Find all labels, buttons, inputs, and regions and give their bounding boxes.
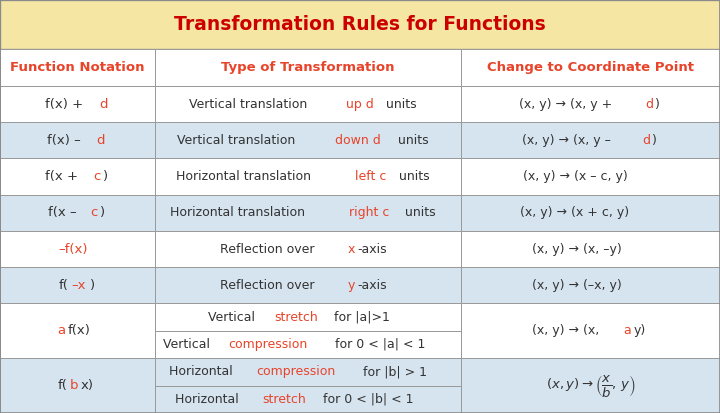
Text: x): x) <box>81 379 94 392</box>
Text: d: d <box>642 134 650 147</box>
Text: (x, y) → (x, y +: (x, y) → (x, y + <box>519 97 616 111</box>
Text: Horizontal: Horizontal <box>169 366 237 378</box>
Bar <box>0 231 155 267</box>
Bar <box>155 331 461 358</box>
Text: –x: –x <box>71 279 86 292</box>
Text: stretch: stretch <box>274 311 318 323</box>
Bar <box>0 267 155 304</box>
Text: ): ) <box>103 170 108 183</box>
Text: Function Notation: Function Notation <box>10 61 145 74</box>
Text: units: units <box>395 170 430 183</box>
Bar <box>461 159 720 195</box>
Text: compression: compression <box>256 366 336 378</box>
Text: c: c <box>94 170 101 183</box>
Text: Reflection over: Reflection over <box>220 279 319 292</box>
Text: Reflection over: Reflection over <box>220 242 319 256</box>
Bar <box>155 267 461 304</box>
Text: down d: down d <box>335 134 381 147</box>
Bar <box>155 195 461 231</box>
Text: Vertical: Vertical <box>163 338 214 351</box>
Text: a: a <box>58 324 66 337</box>
Bar <box>0 122 155 159</box>
Text: (x, y) → (–x, y): (x, y) → (–x, y) <box>533 279 622 292</box>
Text: right c: right c <box>349 206 390 219</box>
Text: –f(x): –f(x) <box>58 242 88 256</box>
Text: Horizontal translation: Horizontal translation <box>176 170 315 183</box>
Text: f(x) +: f(x) + <box>45 97 87 111</box>
Text: (x, y) → (x – c, y): (x, y) → (x – c, y) <box>523 170 628 183</box>
Text: x: x <box>348 242 355 256</box>
Text: b: b <box>70 379 78 392</box>
Text: f(x) –: f(x) – <box>48 134 86 147</box>
Text: Horizontal: Horizontal <box>175 393 243 406</box>
Bar <box>155 159 461 195</box>
Text: y): y) <box>634 324 646 337</box>
Bar <box>461 231 720 267</box>
Bar <box>0 358 155 413</box>
Text: for 0 < |b| < 1: for 0 < |b| < 1 <box>319 393 413 406</box>
Text: for |a|>1: for |a|>1 <box>330 311 390 323</box>
Bar <box>461 49 720 86</box>
Text: units: units <box>394 134 428 147</box>
Text: f(x): f(x) <box>68 324 91 337</box>
Text: a: a <box>624 324 631 337</box>
Bar <box>0 0 720 49</box>
Text: ): ) <box>90 279 95 292</box>
Bar <box>155 386 461 413</box>
Bar <box>155 122 461 159</box>
Text: Vertical translation: Vertical translation <box>177 134 300 147</box>
Text: (x, y) → (x, y –: (x, y) → (x, y – <box>522 134 615 147</box>
Text: d: d <box>99 97 108 111</box>
Bar <box>155 231 461 267</box>
Text: Transformation Rules for Functions: Transformation Rules for Functions <box>174 15 546 34</box>
Text: stretch: stretch <box>262 393 306 406</box>
Text: ): ) <box>655 97 660 111</box>
Text: left c: left c <box>355 170 386 183</box>
Bar <box>461 86 720 122</box>
Text: ): ) <box>652 134 657 147</box>
Bar <box>461 304 720 358</box>
Text: (x, y) → (x, –y): (x, y) → (x, –y) <box>533 242 622 256</box>
Text: d: d <box>645 97 653 111</box>
Text: y: y <box>348 279 355 292</box>
Text: -axis: -axis <box>357 279 387 292</box>
Text: ): ) <box>100 206 105 219</box>
Text: f(: f( <box>57 379 67 392</box>
Text: f(: f( <box>58 279 68 292</box>
Text: up d: up d <box>346 97 374 111</box>
Text: compression: compression <box>229 338 308 351</box>
Bar <box>0 49 155 86</box>
Text: c: c <box>91 206 98 219</box>
Text: Horizontal translation: Horizontal translation <box>170 206 309 219</box>
Text: Change to Coordinate Point: Change to Coordinate Point <box>487 61 694 74</box>
Bar <box>155 304 461 331</box>
Text: Vertical: Vertical <box>208 311 259 323</box>
Bar <box>0 159 155 195</box>
Text: (x, y) → (x,: (x, y) → (x, <box>531 324 603 337</box>
Text: Type of Transformation: Type of Transformation <box>221 61 395 74</box>
Text: d: d <box>96 134 105 147</box>
Bar <box>461 267 720 304</box>
Bar <box>0 195 155 231</box>
Bar <box>155 86 461 122</box>
Bar <box>155 358 461 386</box>
Text: for |b| > 1: for |b| > 1 <box>359 366 427 378</box>
Bar <box>0 86 155 122</box>
Text: for 0 < |a| < 1: for 0 < |a| < 1 <box>331 338 426 351</box>
Bar <box>0 304 155 358</box>
Text: -axis: -axis <box>357 242 387 256</box>
Bar <box>155 49 461 86</box>
Text: units: units <box>401 206 436 219</box>
Bar <box>461 122 720 159</box>
Text: f(x –: f(x – <box>48 206 81 219</box>
Text: $(x, y) \rightarrow \left(\dfrac{x}{b},\, y\right)$: $(x, y) \rightarrow \left(\dfrac{x}{b},\… <box>546 373 635 399</box>
Text: (x, y) → (x + c, y): (x, y) → (x + c, y) <box>520 206 629 219</box>
Bar <box>461 195 720 231</box>
Bar <box>461 358 720 413</box>
Text: units: units <box>382 97 417 111</box>
Text: Vertical translation: Vertical translation <box>189 97 311 111</box>
Text: f(x +: f(x + <box>45 170 83 183</box>
